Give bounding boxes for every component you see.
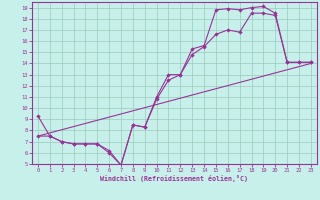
X-axis label: Windchill (Refroidissement éolien,°C): Windchill (Refroidissement éolien,°C) (100, 175, 248, 182)
